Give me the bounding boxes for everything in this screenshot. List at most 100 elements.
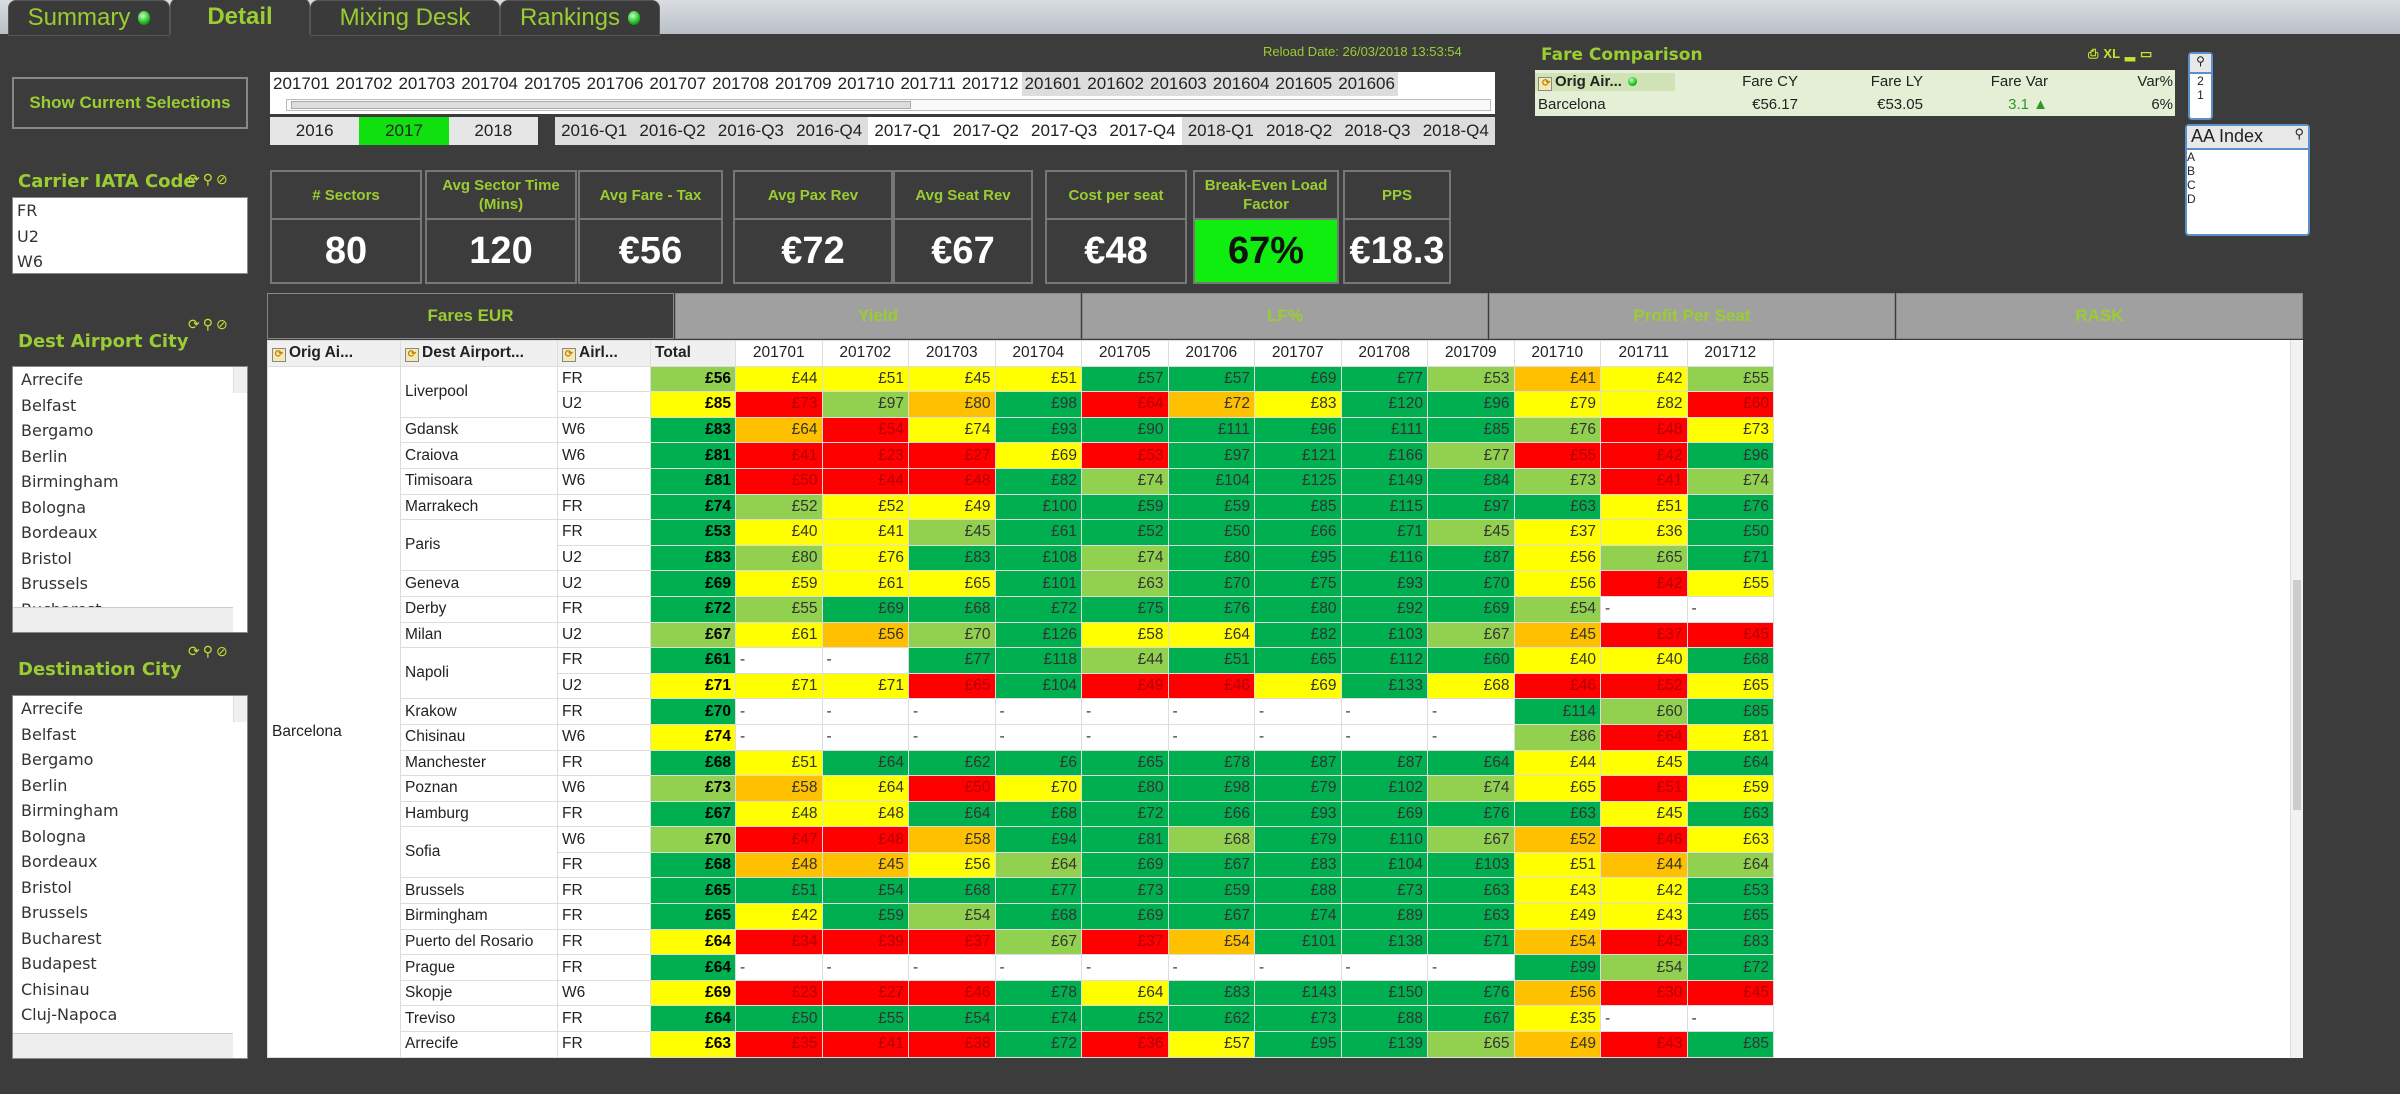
list-item[interactable]: W6: [17, 252, 43, 271]
list-item[interactable]: Belfast: [21, 395, 77, 415]
minimize-icon[interactable]: ▂: [2125, 46, 2136, 61]
column-header[interactable]: Fare CY: [1742, 73, 1798, 90]
quarter-item[interactable]: 2016-Q2: [633, 117, 712, 145]
month-item[interactable]: 201707: [649, 74, 707, 93]
list-item[interactable]: D: [2187, 192, 2196, 206]
quarter-item[interactable]: 2017-Q4: [1103, 117, 1182, 145]
month-header[interactable]: 201703: [908, 340, 996, 367]
month-item[interactable]: 201708: [712, 74, 769, 93]
tab-mixing-desk[interactable]: Mixing Desk: [310, 0, 500, 36]
month-item[interactable]: 201709: [774, 74, 832, 93]
month-item[interactable]: 201602: [1084, 72, 1148, 96]
cycle-icon[interactable]: ⟳: [562, 348, 576, 363]
list-item[interactable]: C: [2187, 178, 2196, 192]
list-item[interactable]: Berlin: [21, 446, 68, 466]
month-header[interactable]: 201708: [1340, 340, 1428, 367]
carrier-listbox[interactable]: FR U2 W6: [12, 197, 248, 274]
quarter-item[interactable]: 2018-Q2: [1259, 117, 1339, 145]
month-header[interactable]: 201704: [994, 340, 1082, 367]
column-header[interactable]: Fare LY: [1870, 73, 1923, 90]
month-header[interactable]: 201705: [1081, 340, 1169, 367]
excel-export-button[interactable]: XL: [2103, 46, 2121, 61]
year-selector[interactable]: 2016 2017 2018: [270, 117, 538, 145]
column-header[interactable]: ⟳ Orig Ai...: [267, 340, 401, 367]
month-header[interactable]: 201710: [1513, 340, 1601, 367]
column-header[interactable]: Fare Var: [1990, 73, 2048, 90]
listbox-tools-icons[interactable]: ⟳⚲⊘: [188, 171, 231, 187]
month-item[interactable]: 201606: [1335, 72, 1398, 96]
month-header[interactable]: 201709: [1427, 340, 1515, 367]
list-item[interactable]: Brussels: [21, 574, 88, 593]
tab-summary[interactable]: Summary: [8, 0, 170, 36]
column-header[interactable]: ⟳ Airl...: [557, 340, 651, 367]
list-item[interactable]: Budapest: [21, 954, 97, 973]
list-item[interactable]: Bordeaux: [21, 523, 98, 542]
list-item[interactable]: Bergamo: [21, 421, 94, 440]
show-current-selections-button[interactable]: Show Current Selections: [12, 77, 248, 129]
list-item[interactable]: Bucharest: [21, 928, 102, 948]
list-item[interactable]: Belfast: [21, 724, 77, 744]
listbox-tools-icons[interactable]: ⟳⚲⊘: [188, 316, 231, 332]
quarter-item[interactable]: 2017-Q2: [946, 117, 1025, 145]
horizontal-scrollbar[interactable]: [13, 1032, 233, 1058]
cycle-icon[interactable]: ⟳: [405, 348, 419, 363]
list-item[interactable]: 2: [2197, 74, 2204, 88]
quarter-item[interactable]: 2016-Q1: [555, 117, 634, 145]
month-header[interactable]: 201702: [821, 340, 909, 367]
list-item[interactable]: 1: [2197, 88, 2204, 102]
list-item[interactable]: Bordeaux: [21, 852, 98, 871]
list-item[interactable]: Brussels: [21, 903, 88, 922]
year-item[interactable]: 2017: [359, 117, 449, 145]
list-item[interactable]: Bristol: [21, 548, 72, 568]
year-item[interactable]: 2018: [448, 117, 538, 145]
search-icon[interactable]: ⚲: [2294, 126, 2304, 141]
month-item[interactable]: 201605: [1272, 72, 1336, 96]
year-item[interactable]: 2016: [270, 117, 360, 145]
month-item[interactable]: 201710: [837, 74, 895, 93]
month-header[interactable]: 201712: [1686, 340, 1774, 367]
list-item[interactable]: Bristol: [21, 877, 72, 897]
destination-city-listbox[interactable]: Arrecife Belfast Bergamo Berlin Birmingham Bo…: [12, 695, 248, 1059]
section-tab-yield[interactable]: Yield: [675, 293, 1081, 339]
quarter-item[interactable]: 2016-Q3: [711, 117, 790, 145]
list-item[interactable]: Chisinau: [21, 979, 90, 999]
search-icon[interactable]: ⚲: [2190, 54, 2211, 74]
dest-airport-listbox[interactable]: Arrecife Belfast Bergamo Berlin Birmingham Bo…: [12, 366, 248, 633]
table-vertical-scrollbar[interactable]: [2290, 340, 2303, 1058]
column-header[interactable]: ⟳ Dest Airport...: [400, 340, 558, 367]
horizontal-scrollbar[interactable]: [13, 606, 233, 632]
cycle-icon[interactable]: ⟳: [1538, 76, 1552, 91]
month-item[interactable]: 201705: [523, 74, 581, 93]
month-item[interactable]: 201712: [961, 74, 1019, 93]
quarter-selector[interactable]: 2016-Q1 2016-Q2 2016-Q3 2016-Q4 2017-Q1 2017-…: [555, 117, 1495, 145]
list-item[interactable]: Bologna: [21, 826, 87, 846]
scroll-thumb[interactable]: [2293, 580, 2301, 810]
month-header[interactable]: 201707: [1254, 340, 1342, 367]
section-tab-profit-per-seat[interactable]: Profit Per Seat: [1489, 293, 1895, 339]
list-item[interactable]: Berlin: [21, 775, 68, 795]
vertical-scrollbar[interactable]: [233, 367, 247, 393]
month-item[interactable]: 201702: [335, 74, 393, 93]
section-tab-fares-eur[interactable]: Fares EUR: [267, 293, 674, 339]
quarter-item[interactable]: 2018-Q3: [1338, 117, 1417, 145]
month-item[interactable]: 201701: [273, 74, 330, 93]
section-tab-rask[interactable]: RASK: [1896, 293, 2303, 339]
month-item[interactable]: 201604: [1209, 72, 1273, 96]
scroll-thumb[interactable]: [291, 101, 911, 109]
column-header[interactable]: Total: [650, 340, 736, 367]
list-item[interactable]: Bergamo: [21, 750, 94, 769]
list-item[interactable]: FR: [17, 201, 38, 220]
quarter-item[interactable]: 2016-Q4: [789, 117, 869, 145]
month-item[interactable]: 201704: [461, 74, 518, 93]
cycle-icon[interactable]: ⟳: [272, 348, 286, 363]
month-header[interactable]: 201701: [735, 340, 823, 367]
column-header[interactable]: Var%: [2137, 73, 2173, 90]
tab-detail[interactable]: Detail: [170, 0, 310, 34]
list-item[interactable]: Bologna: [21, 497, 87, 517]
list-item[interactable]: Cluj-Napoca: [21, 1005, 118, 1024]
listbox-tools-icons[interactable]: ⟳⚲⊘: [188, 643, 231, 659]
month-header[interactable]: 201706: [1167, 340, 1255, 367]
month-item[interactable]: 201706: [586, 74, 644, 93]
quarter-item[interactable]: 2017-Q1: [868, 117, 947, 145]
